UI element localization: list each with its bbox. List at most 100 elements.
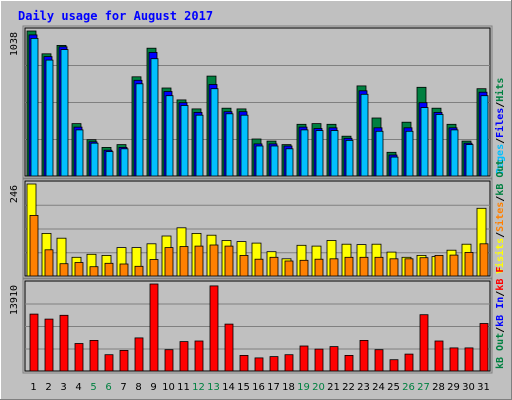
- bar-pages-day-3: [60, 49, 69, 177]
- bar-kb-f-day-15: [239, 354, 249, 372]
- bar-sites-day-13: [209, 244, 219, 277]
- day-label: 18: [282, 382, 295, 393]
- day-label: 13: [207, 382, 220, 393]
- day-label: 28: [432, 382, 445, 393]
- bar-pages-day-5: [90, 142, 99, 177]
- legend-entry: /: [495, 138, 506, 144]
- day-label: 4: [75, 382, 81, 393]
- day-label: 24: [372, 382, 385, 393]
- bar-kb-f-day-12: [194, 340, 204, 372]
- bar-sites-day-4: [74, 262, 84, 277]
- bar-pages-day-31: [480, 95, 489, 177]
- bar-pages-day-16: [255, 145, 264, 177]
- bar-pages-day-7: [120, 148, 129, 177]
- legend-entry: kB Out: [495, 160, 506, 196]
- bar-sites-day-23: [359, 256, 369, 277]
- bar-sites-day-6: [104, 262, 114, 277]
- series-sites: [29, 214, 489, 277]
- bar-sites-day-11: [179, 246, 189, 277]
- bar-kb-f-day-25: [389, 359, 399, 372]
- bar-pages-day-20: [315, 130, 324, 177]
- bar-kb-f-day-11: [179, 341, 189, 372]
- bar-sites-day-27: [419, 257, 429, 277]
- bar-sites-day-5: [89, 266, 99, 277]
- bar-sites-day-14: [224, 245, 234, 277]
- bar-sites-day-24: [374, 256, 384, 277]
- series-kb-f: [29, 283, 489, 372]
- day-label: 21: [327, 382, 340, 393]
- bar-kb-f-day-21: [329, 346, 339, 372]
- legend-entry: Files: [494, 108, 506, 138]
- panel-legend: Visits/Sites/kB Out: [494, 160, 506, 274]
- day-label: 19: [297, 382, 310, 393]
- bar-kb-f-day-24: [374, 349, 384, 372]
- bar-pages-day-13: [210, 88, 219, 177]
- day-label: 6: [105, 382, 111, 393]
- legend-entry: Visits: [494, 238, 506, 274]
- bar-sites-day-2: [44, 249, 54, 277]
- day-label: 10: [162, 382, 175, 393]
- bar-kb-f-day-8: [134, 337, 144, 372]
- bar-sites-day-20: [314, 258, 324, 277]
- bar-sites-day-17: [269, 256, 279, 277]
- legend-entry: Pages: [495, 144, 506, 174]
- day-label: 14: [222, 382, 235, 393]
- bar-pages-day-1: [30, 38, 39, 177]
- chart-title: Daily usage for August 2017: [18, 9, 213, 23]
- day-label: 15: [237, 382, 250, 393]
- bar-pages-day-10: [165, 95, 174, 177]
- day-label: 29: [447, 382, 460, 393]
- bar-pages-day-17: [270, 145, 279, 177]
- bar-kb-f-day-28: [434, 340, 444, 372]
- bar-pages-day-15: [240, 114, 249, 177]
- panel-legend: Pages/Files/Hits: [494, 78, 506, 174]
- bar-kb-f-day-29: [449, 347, 459, 372]
- day-label: 25: [387, 382, 400, 393]
- bar-kb-f-day-14: [224, 323, 234, 372]
- bar-pages-day-14: [225, 113, 234, 177]
- bar-kb-f-day-9: [149, 283, 159, 372]
- bar-kb-f-day-16: [254, 357, 264, 372]
- bar-pages-day-23: [360, 93, 369, 177]
- day-label: 7: [120, 382, 126, 393]
- bar-kb-f-day-5: [89, 339, 99, 372]
- legend-entry: Hits: [494, 78, 506, 102]
- legend-entry: /: [495, 232, 506, 238]
- bar-sites-day-21: [329, 258, 339, 277]
- bar-pages-day-26: [405, 130, 414, 177]
- bar-sites-day-26: [404, 258, 414, 277]
- bar-kb-f-day-27: [419, 314, 429, 372]
- bar-pages-day-30: [465, 144, 474, 177]
- series-pages: [30, 38, 489, 177]
- bar-pages-day-19: [300, 129, 309, 177]
- day-label: 22: [342, 382, 355, 393]
- day-label: 30: [462, 382, 475, 393]
- day-label: 9: [150, 382, 156, 393]
- bar-pages-day-4: [75, 129, 84, 177]
- bar-pages-day-29: [450, 129, 459, 177]
- bar-sites-day-18: [284, 260, 294, 277]
- bar-kb-f-day-3: [59, 314, 69, 372]
- legend-entry: kB Out: [495, 333, 506, 369]
- panel-max-label: 13910: [9, 285, 20, 315]
- bar-pages-day-9: [150, 58, 159, 177]
- day-label: 5: [90, 382, 96, 393]
- bar-sites-day-3: [59, 263, 69, 277]
- legend-entry: /: [495, 291, 506, 297]
- bar-kb-f-day-19: [299, 345, 309, 372]
- day-label: 31: [477, 382, 490, 393]
- bar-kb-f-day-23: [359, 339, 369, 372]
- day-labels: 1 2 3 4 5 6 7 8 9 10 11 12 13 14 15 16 17 18 19 20 21 22 23 24 2…: [30, 382, 490, 393]
- bar-pages-day-28: [435, 114, 444, 177]
- bar-kb-f-day-6: [104, 354, 114, 372]
- bar-pages-day-11: [180, 105, 189, 177]
- bar-pages-day-12: [195, 114, 204, 177]
- panel-legend: kB Out/kB In/kB F: [495, 267, 506, 369]
- bar-sites-day-9: [149, 259, 159, 277]
- day-label: 26: [402, 382, 415, 393]
- day-label: 8: [135, 382, 141, 393]
- bar-kb-f-day-18: [284, 354, 294, 372]
- bar-sites-day-22: [344, 256, 354, 277]
